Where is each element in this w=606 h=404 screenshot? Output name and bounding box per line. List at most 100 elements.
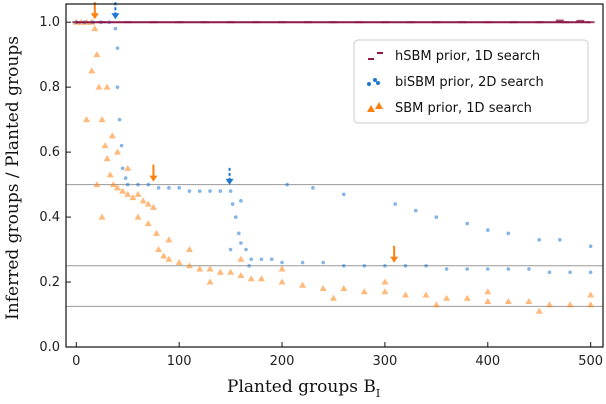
data-point-circle — [285, 182, 289, 187]
data-point-triangle — [422, 291, 430, 298]
data-point-triangle — [237, 272, 245, 279]
data-point-circle — [208, 189, 212, 193]
data-point-triangle — [216, 268, 224, 275]
x-tick-label: 500 — [578, 354, 603, 369]
data-point-triangle — [360, 288, 368, 295]
data-point-circle — [403, 263, 408, 268]
data-point-triangle — [101, 142, 109, 149]
data-point-circle — [506, 231, 511, 236]
data-point-circle — [120, 166, 125, 171]
data-point-triangle — [484, 298, 492, 305]
y-tick-label: 0.8 — [39, 80, 60, 95]
data-point-triangle — [124, 164, 132, 171]
x-axis-label: Planted groups BI — [227, 377, 380, 400]
data-point-circle — [115, 46, 120, 50]
y-axis-ticks: 0.0 0.2 0.4 0.6 0.8 1.0 — [39, 15, 71, 355]
data-point-circle — [156, 186, 161, 190]
data-point-circle — [321, 260, 325, 265]
data-point-circle — [239, 199, 243, 203]
data-point-triangle — [83, 116, 91, 123]
y-tick-label: 1.0 — [39, 15, 60, 30]
data-point-circle — [167, 186, 171, 190]
data-point-triangle — [93, 51, 101, 58]
y-tick-label: 0.2 — [39, 275, 60, 290]
data-point-triangle — [546, 301, 554, 308]
data-point-circle — [233, 215, 238, 219]
annotation-arrow-head — [390, 256, 399, 263]
data-point-circle — [311, 186, 315, 190]
data-point-triangle — [443, 294, 451, 301]
data-point-circle — [239, 241, 243, 245]
data-point-triangle — [484, 288, 492, 295]
data-point-triangle — [319, 285, 327, 292]
legend-box — [353, 39, 589, 124]
data-point-circle — [244, 247, 248, 252]
data-point-triangle — [381, 288, 389, 295]
data-point-triangle — [340, 285, 348, 292]
data-point-circle — [197, 189, 202, 193]
data-point-circle — [568, 270, 572, 275]
data-point-triangle — [329, 294, 337, 301]
legend-label-sbm: SBM prior, 1D search — [395, 101, 532, 116]
data-point-triangle — [206, 278, 214, 285]
data-point-triangle — [165, 255, 173, 262]
legend-marker-sbm — [375, 102, 383, 109]
data-point-triangle — [381, 278, 389, 285]
legend-marker-bisbm — [373, 78, 377, 82]
data-point-triangle — [139, 197, 147, 204]
data-point-circle — [341, 192, 346, 197]
data-point-triangle — [93, 181, 101, 188]
data-point-circle — [547, 270, 552, 275]
data-point-circle — [228, 189, 233, 193]
data-point-triangle — [109, 181, 117, 188]
data-point-circle — [125, 182, 130, 187]
x-tick-label: 200 — [270, 354, 295, 369]
data-point-triangle — [149, 203, 157, 210]
data-point-triangle — [587, 301, 595, 308]
data-point-triangle — [227, 268, 235, 275]
data-point-triangle — [463, 294, 471, 301]
data-point-triangle — [144, 220, 152, 227]
data-point-triangle — [504, 298, 512, 305]
data-point-circle — [485, 267, 490, 271]
legend-marker-sbm — [367, 105, 375, 112]
data-point-circle — [444, 267, 449, 271]
data-point-circle — [413, 208, 418, 213]
data-points — [72, 18, 595, 314]
data-point-circle — [300, 260, 305, 265]
data-point-circle — [187, 189, 192, 193]
data-point-circle — [537, 238, 542, 242]
data-point-circle — [434, 215, 439, 219]
data-point-circle — [588, 244, 593, 249]
data-point-circle — [123, 176, 128, 180]
x-tick-label: 300 — [372, 354, 397, 369]
data-point-circle — [269, 257, 274, 262]
data-point-triangle — [95, 83, 103, 90]
annotation-arrow-head — [111, 13, 120, 20]
y-axis-label: Inferred groups / Planted groups — [3, 36, 23, 320]
data-point-circle — [383, 263, 387, 268]
data-point-triangle — [401, 291, 409, 298]
data-point-triangle — [103, 155, 111, 162]
data-point-circle — [117, 117, 122, 122]
data-point-circle — [119, 143, 124, 148]
data-point-triangle — [587, 291, 595, 298]
data-point-triangle — [237, 255, 245, 262]
y-tick-label: 0.0 — [39, 340, 60, 355]
data-point-triangle — [98, 213, 106, 220]
data-point-triangle — [103, 83, 111, 90]
data-point-circle — [588, 270, 593, 275]
data-point-triangle — [98, 116, 106, 123]
data-point-circle — [113, 26, 118, 31]
data-point-triangle — [196, 265, 204, 272]
data-point-circle — [341, 263, 346, 268]
data-point-triangle — [144, 200, 152, 207]
data-point-circle — [230, 202, 235, 206]
data-point-circle — [280, 260, 284, 265]
data-point-triangle — [153, 229, 161, 236]
data-point-triangle — [165, 236, 173, 243]
legend-label-hsbm: hSBM prior, 1D search — [395, 49, 540, 64]
data-point-triangle — [185, 262, 193, 269]
data-point-triangle — [155, 246, 163, 253]
